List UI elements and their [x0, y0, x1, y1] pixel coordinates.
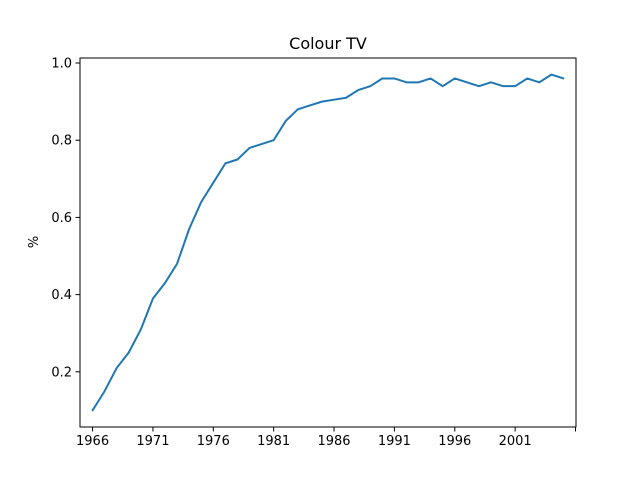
data-point	[430, 77, 432, 79]
data-point	[502, 85, 504, 87]
x-tick-label: 1996	[438, 434, 471, 449]
series-line	[91, 73, 565, 412]
x-tick-label: 1971	[136, 434, 169, 449]
x-tick-label: 1986	[317, 434, 350, 449]
data-point	[405, 81, 407, 83]
data-point	[393, 77, 395, 79]
data-point	[369, 85, 371, 87]
data-point	[116, 367, 118, 369]
data-point	[261, 143, 263, 145]
data-point	[273, 139, 275, 141]
x-tick-label: 1981	[257, 434, 290, 449]
data-point	[212, 182, 214, 184]
y-tick-label: 0.6	[51, 211, 72, 226]
y-tick-label: 0.8	[51, 134, 72, 149]
data-point	[333, 99, 335, 101]
x-tick-label: 1966	[76, 434, 109, 449]
data-point	[152, 297, 154, 299]
data-point	[442, 85, 444, 87]
data-point	[164, 282, 166, 284]
data-point	[176, 263, 178, 265]
plot-area: 1966 1971 1976 1981 1986 1991 1996 2001 0.2 0.4 0.…	[51, 57, 577, 449]
data-point	[236, 159, 238, 161]
plot-frame	[79, 57, 577, 428]
x-tick-label: 1991	[378, 434, 411, 449]
data-point	[345, 97, 347, 99]
data-point	[297, 108, 299, 110]
y-axis-label: %	[27, 236, 42, 248]
data-point	[188, 228, 190, 230]
y-tick-label: 0.4	[51, 288, 72, 303]
data-point	[466, 81, 468, 83]
data-point	[490, 81, 492, 83]
data-point	[550, 74, 552, 76]
data-point	[562, 77, 564, 79]
data-point	[538, 81, 540, 83]
data-point	[357, 89, 359, 91]
data-point	[309, 104, 311, 106]
data-point	[200, 201, 202, 203]
data-point	[285, 120, 287, 122]
y-tick-label: 1.0	[51, 57, 72, 72]
data-point	[514, 85, 516, 87]
data-point	[321, 101, 323, 103]
data-point	[418, 81, 420, 83]
chart-title: Colour TV	[289, 34, 367, 53]
data-point	[478, 85, 480, 87]
data-point	[104, 390, 106, 392]
data-point	[128, 352, 130, 354]
data-point	[526, 77, 528, 79]
data-point	[454, 77, 456, 79]
data-point	[381, 77, 383, 79]
data-point	[249, 147, 251, 149]
x-tick-label: 1976	[197, 434, 230, 449]
data-point	[92, 409, 94, 411]
data-point	[224, 162, 226, 164]
y-tick-label: 0.2	[51, 365, 72, 380]
x-tick-label: 2001	[499, 434, 532, 449]
data-point	[140, 328, 142, 330]
